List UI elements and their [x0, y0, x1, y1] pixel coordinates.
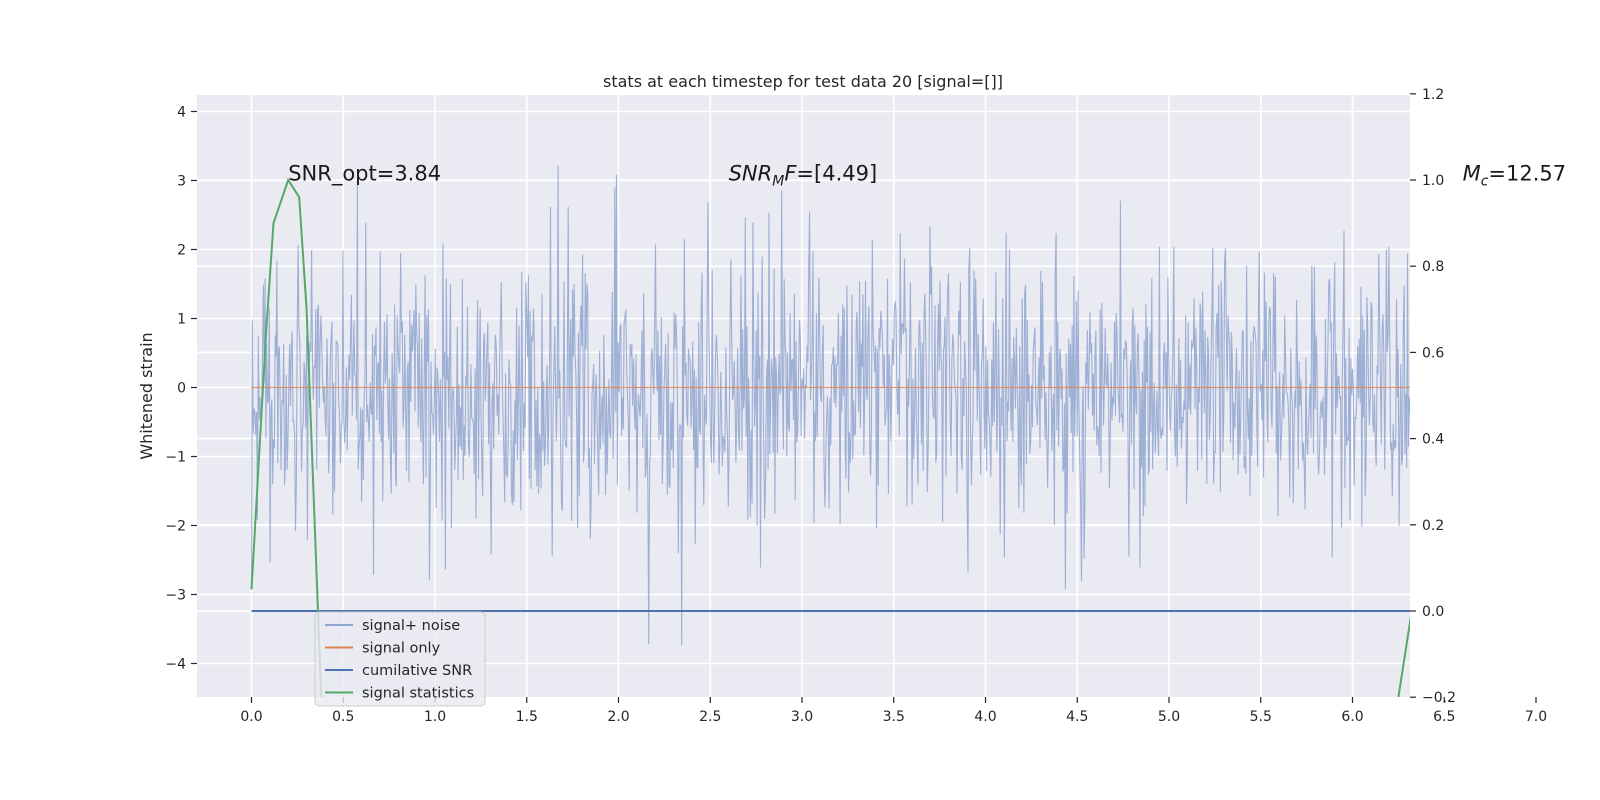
x-tick-label: 6.5	[1433, 709, 1455, 725]
axes: 0.0 0.5 1.0 1.5 2.0 2.5 3.0 3.5 4.0 4.5 5.0 5.5 6.0 6…	[165, 87, 1547, 725]
chart-title: stats at each timestep for test data 20 …	[603, 72, 1003, 91]
y-right-tick-label: 0.6	[1422, 345, 1444, 361]
y-tick-label: −2	[165, 519, 186, 535]
y-tick-label: −3	[165, 588, 186, 604]
y-tick-label: 4	[177, 105, 186, 121]
series-signal-statistics-line	[1397, 615, 1410, 697]
annotation-2: Mc=12.57	[1463, 162, 1567, 190]
x-tick-label: 6.0	[1341, 709, 1363, 725]
series-signal-noise-line	[250, 165, 1410, 646]
legend-label: signal+ noise	[362, 618, 460, 634]
x-tick-label: 1.0	[424, 709, 446, 725]
series-signal-statistics-line	[250, 177, 323, 697]
y-axis-label: Whitened strain	[137, 332, 156, 459]
x-tick-label: 2.0	[607, 709, 629, 725]
y-tick-label: 1	[177, 312, 186, 328]
series-signal-only-line	[251, 386, 1410, 389]
y-right-tick-label: 1.0	[1422, 173, 1444, 189]
legend-label: cumilative SNR	[362, 663, 472, 679]
y-tick-label: 0	[177, 381, 186, 397]
x-tick-label: 4.5	[1066, 709, 1088, 725]
y-right-tick-label: 0.4	[1422, 432, 1444, 448]
x-tick-label: 4.0	[974, 709, 996, 725]
y-right-tick-label: 0.8	[1422, 259, 1444, 275]
y-tick-label: 2	[177, 243, 186, 259]
y-tick-label: −1	[165, 450, 186, 466]
y-right-tick-label: 1.2	[1422, 87, 1444, 103]
y-right-tick-label: −0.2	[1422, 690, 1456, 706]
x-tick-label: 5.5	[1250, 709, 1272, 725]
x-tick-label: 1.5	[516, 709, 538, 725]
x-tick-label: 2.5	[699, 709, 721, 725]
annotations: SNR_opt=3.84SNRMF=[4.49]Mc=12.57CSNR=0.0…	[288, 162, 1567, 190]
legend-box	[314, 611, 486, 707]
x-tick-label: 0.0	[240, 709, 262, 725]
x-tick-label: 5.0	[1158, 709, 1180, 725]
x-tick-label: 7.0	[1525, 709, 1547, 725]
x-tick-label: 3.5	[883, 709, 905, 725]
legend-label: signal only	[362, 641, 441, 657]
legend: signal+ noise signal only cumilative SNR si…	[314, 611, 486, 707]
annotation-1: SNRMF=[4.49]	[729, 162, 878, 190]
series-layer	[250, 165, 1410, 697]
x-tick-label: 3.0	[791, 709, 813, 725]
y-right-tick-label: 0.2	[1422, 518, 1444, 534]
y-right-tick-label: 0.0	[1422, 604, 1444, 620]
y-tick-label: 3	[177, 174, 186, 190]
annotation-0: SNR_opt=3.84	[288, 162, 441, 187]
legend-label: signal statistics	[362, 686, 474, 702]
x-tick-label: 0.5	[332, 709, 354, 725]
y-tick-label: −4	[165, 657, 186, 673]
